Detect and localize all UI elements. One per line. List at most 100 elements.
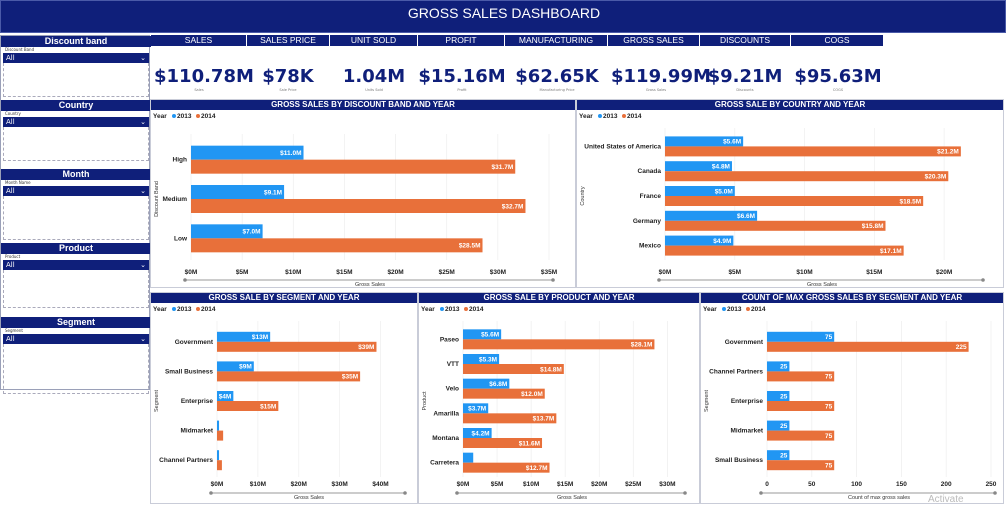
filter-field-name: Segment bbox=[5, 328, 23, 333]
chevron-down-icon: ⌄ bbox=[140, 335, 146, 343]
data-label: 25 bbox=[780, 364, 788, 371]
x-tick-label: $0M bbox=[659, 269, 672, 276]
bar-2014 bbox=[463, 388, 545, 399]
category-label: Channel Partners bbox=[709, 368, 763, 375]
chart-title: GROSS SALE BY PRODUCT AND YEAR bbox=[419, 293, 699, 303]
bar-2013 bbox=[191, 185, 285, 199]
chart-svg: Year 2013 2014 $0M $5M $10M $15M $20M $25M $30M $3… bbox=[153, 113, 557, 287]
discount-band-dropdown[interactable]: All ⌄ bbox=[3, 53, 149, 63]
data-label: $15M bbox=[260, 403, 276, 410]
month-dropdown[interactable]: All ⌄ bbox=[3, 186, 149, 196]
category-label: United States of America bbox=[584, 143, 661, 150]
category-label: Germany bbox=[633, 218, 662, 225]
bar-2013 bbox=[463, 428, 492, 438]
data-label: $11.0M bbox=[280, 150, 301, 157]
legend-swatch-2013 bbox=[172, 114, 176, 118]
bar-2014 bbox=[767, 430, 835, 441]
bar-2014 bbox=[191, 238, 483, 253]
bar-2014 bbox=[463, 462, 550, 473]
category-label: Montana bbox=[432, 435, 459, 442]
category-label: Amarilla bbox=[433, 410, 459, 417]
x-tick-label: $10M bbox=[796, 269, 812, 276]
x-tick-label: 250 bbox=[986, 481, 997, 488]
data-label: 75 bbox=[825, 463, 833, 470]
data-label: $6.6M bbox=[737, 213, 755, 220]
category-label: Government bbox=[175, 339, 214, 346]
kpi-header-unit-sold: UNIT SOLD bbox=[330, 35, 418, 46]
x-tick-label: $10M bbox=[523, 481, 539, 488]
filter-product: Product Product All ⌄ bbox=[1, 243, 151, 308]
legend-swatch-2014 bbox=[464, 307, 468, 311]
x-tick-label: $20M bbox=[936, 269, 952, 276]
x-tick-label: $25M bbox=[439, 269, 455, 276]
filter-field-name: Month Name bbox=[5, 180, 31, 185]
y-axis-title: Discount Band bbox=[154, 181, 160, 217]
category-label: France bbox=[640, 193, 662, 200]
bar-2013 bbox=[665, 136, 744, 147]
x-tick-label: 100 bbox=[851, 481, 862, 488]
legend-title: Year bbox=[153, 306, 167, 313]
chart-svg: Year 2013 2014 0 50 100 150 200 250 Count of max … bbox=[703, 306, 997, 501]
legend-swatch-2013 bbox=[172, 307, 176, 311]
segment-dropdown[interactable]: All ⌄ bbox=[3, 334, 149, 344]
category-label: Midmarket bbox=[180, 428, 213, 435]
bar-2014 bbox=[217, 401, 279, 411]
product-dropdown[interactable]: All ⌄ bbox=[3, 260, 149, 270]
data-label: $39M bbox=[358, 344, 374, 351]
data-label: $13M bbox=[252, 334, 268, 341]
bar-2014 bbox=[665, 220, 886, 231]
kpi-value-cogs: $95.63M bbox=[794, 66, 882, 87]
bar-2013 bbox=[463, 378, 510, 389]
x-axis-title: Gross Sales bbox=[355, 282, 385, 287]
scrollbar-handle-right bbox=[551, 278, 555, 282]
category-label: Government bbox=[725, 339, 764, 346]
bar-2014 bbox=[665, 245, 904, 256]
bar-2013 bbox=[665, 161, 732, 172]
legend-swatch-2014 bbox=[746, 307, 750, 311]
scrollbar-handle-right bbox=[993, 491, 997, 495]
filter-list-area bbox=[3, 127, 149, 161]
bar-2014 bbox=[665, 171, 949, 182]
country-dropdown[interactable]: All ⌄ bbox=[3, 117, 149, 127]
x-tick-label: $10M bbox=[250, 481, 266, 488]
chart-count-max-gross-sales: COUNT OF MAX GROSS SALES BY SEGMENT AND … bbox=[700, 292, 1004, 504]
legend-label-2014: 2014 bbox=[627, 113, 642, 120]
legend-swatch-2014 bbox=[196, 307, 200, 311]
legend-label-2013: 2013 bbox=[177, 306, 192, 313]
legend-title: Year bbox=[153, 113, 167, 120]
data-label: $5.6M bbox=[723, 139, 741, 146]
data-label: $28.1M bbox=[631, 342, 653, 349]
legend-label-2014: 2014 bbox=[201, 113, 216, 120]
category-label: Channel Partners bbox=[159, 457, 213, 464]
category-label: Enterprise bbox=[731, 398, 764, 405]
bar-2014 bbox=[463, 364, 564, 374]
bar-2014 bbox=[767, 341, 969, 352]
category-label: Paseo bbox=[440, 336, 459, 343]
scrollbar-handle-left bbox=[209, 491, 213, 495]
scrollbar-handle-left bbox=[183, 278, 187, 282]
legend-title: Year bbox=[579, 113, 593, 120]
kpi-value-sales-price: $78K bbox=[262, 66, 314, 87]
kpi-label-gross-sales: Gross Sales bbox=[645, 88, 667, 92]
filter-list-area bbox=[3, 196, 149, 240]
x-axis-title: Gross Sales bbox=[294, 495, 324, 501]
kpi-label-manufacturing-price: Manufacturing Price bbox=[539, 88, 575, 92]
dropdown-value: All bbox=[6, 261, 15, 269]
dashboard-title-bar: GROSS SALES DASHBOARD bbox=[0, 0, 1006, 33]
bar-2013 bbox=[665, 186, 735, 196]
dropdown-value: All bbox=[6, 335, 15, 343]
dashboard-title: GROSS SALES DASHBOARD bbox=[407, 5, 601, 21]
x-tick-label: $40M bbox=[372, 481, 388, 488]
data-label: 75 bbox=[825, 403, 833, 410]
chart-title: GROSS SALE BY SEGMENT AND YEAR bbox=[151, 293, 417, 303]
category-label: Velo bbox=[446, 386, 459, 393]
activate-watermark: Activate bbox=[928, 494, 964, 505]
data-label: $4M bbox=[219, 393, 232, 400]
legend-label-2013: 2013 bbox=[603, 113, 618, 120]
x-tick-label: $5M bbox=[491, 481, 504, 488]
filter-title: Product bbox=[1, 243, 151, 254]
bar-2013 bbox=[191, 224, 263, 239]
category-label: High bbox=[173, 157, 187, 164]
dropdown-value: All bbox=[6, 54, 15, 62]
x-tick-label: 200 bbox=[941, 481, 952, 488]
